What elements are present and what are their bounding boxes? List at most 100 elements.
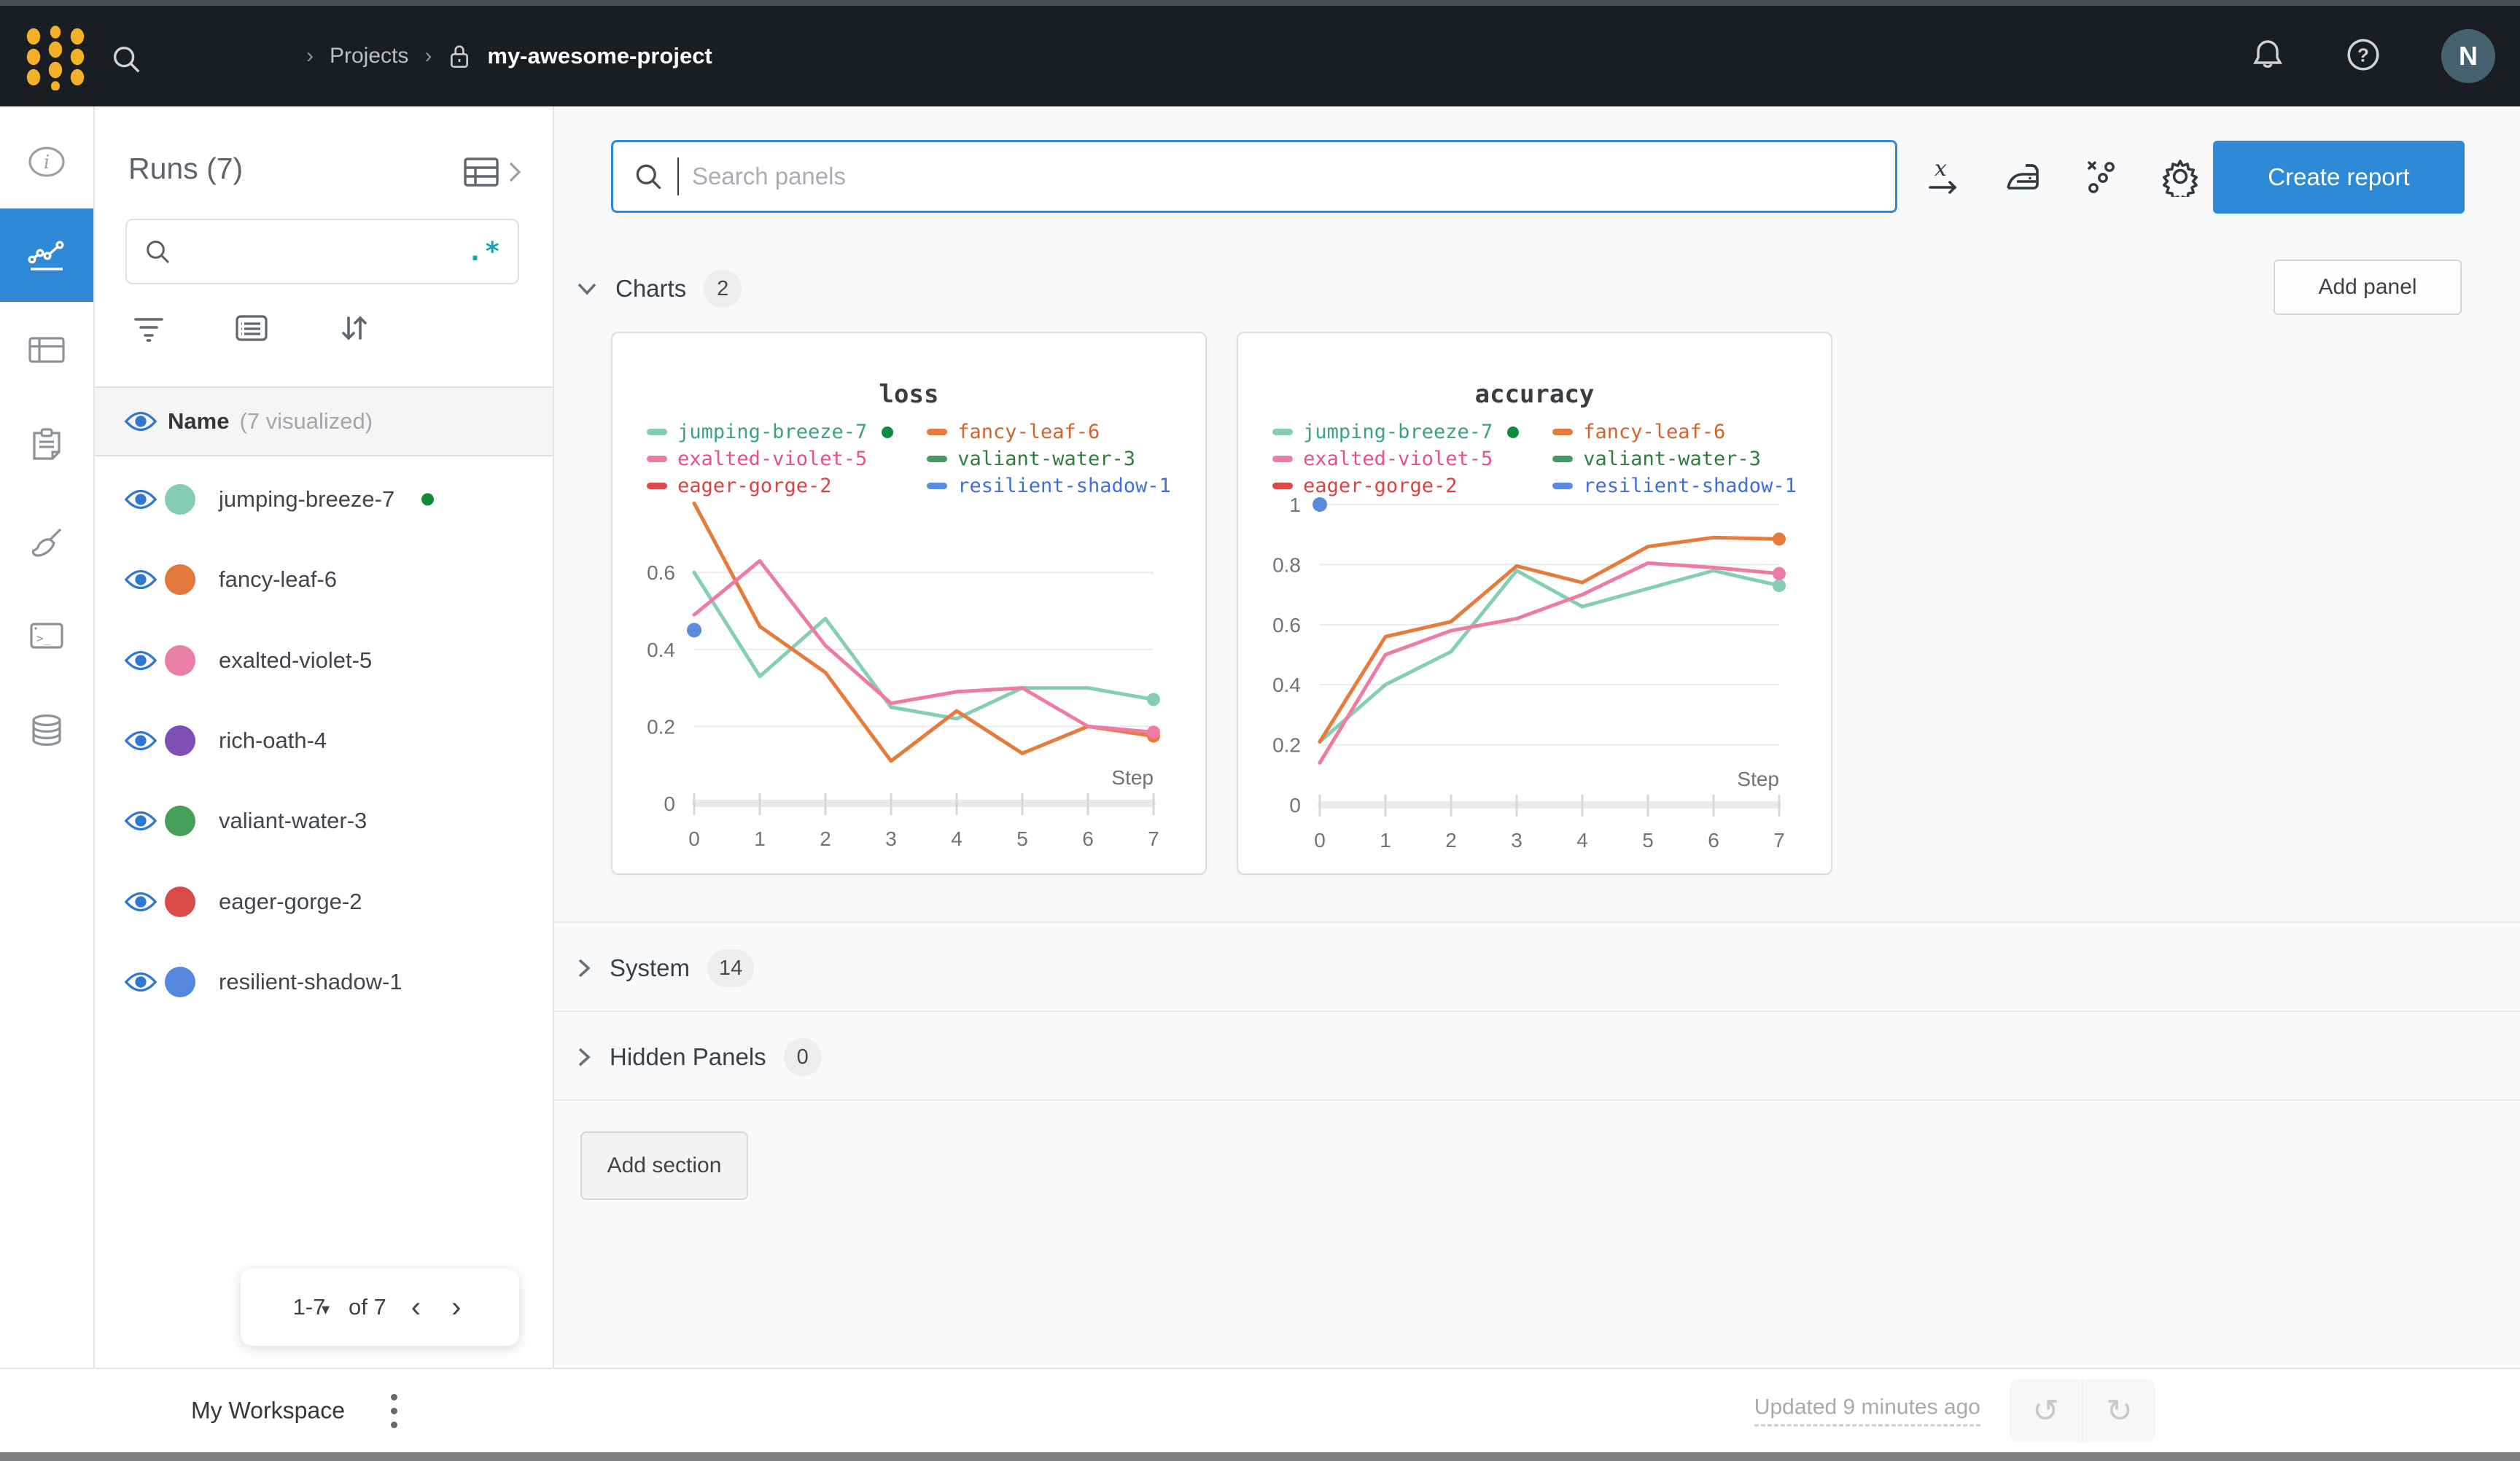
workspace-menu-kebab-icon[interactable] [379, 1390, 408, 1431]
visibility-eye-icon[interactable] [124, 809, 158, 833]
section-header-hidden-panels[interactable]: Hidden Panels 0 [576, 1038, 822, 1076]
undo-redo-group: ↺ ↻ [2010, 1379, 2155, 1442]
legend-swatch [647, 429, 668, 435]
svg-text:0: 0 [1314, 829, 1326, 852]
runs-header-visualized-label: (7 visualized) [239, 408, 373, 434]
add-section-button[interactable]: Add section [580, 1131, 748, 1200]
legend-item-exalted-violet-5[interactable]: exalted-violet-5 [1272, 448, 1519, 470]
run-row-jumping-breeze-7[interactable]: jumping-breeze-7 [95, 459, 553, 539]
rail-item-workspace-charts[interactable] [0, 209, 93, 302]
visibility-eye-icon[interactable] [124, 567, 158, 592]
expand-runs-table-button[interactable] [462, 155, 522, 190]
chart-title: loss [879, 380, 939, 409]
runs-toolbar [133, 312, 439, 348]
visibility-eye-icon[interactable] [124, 728, 158, 753]
group-list-icon[interactable] [235, 313, 268, 346]
legend-item-eager-gorge-2[interactable]: eager-gorge-2 [647, 475, 893, 497]
legend-item-eager-gorge-2[interactable]: eager-gorge-2 [1272, 475, 1519, 497]
visibility-eye-icon[interactable] [124, 648, 158, 673]
breadcrumb-project-name[interactable]: my-awesome-project [487, 43, 712, 69]
redo-icon[interactable]: ↻ [2106, 1392, 2133, 1429]
svg-text:Step: Step [1111, 766, 1154, 789]
avatar[interactable]: N [2441, 29, 2495, 83]
wandb-logo[interactable] [25, 23, 88, 90]
notifications-bell-icon[interactable] [2250, 37, 2285, 76]
svg-text:3: 3 [885, 827, 897, 850]
next-page-button[interactable]: › [451, 1291, 462, 1323]
legend-item-fancy-leaf-6[interactable]: fancy-leaf-6 [1552, 421, 1797, 443]
help-icon[interactable]: ? [2345, 36, 2381, 77]
filter-icon[interactable] [133, 313, 165, 346]
run-name[interactable]: fancy-leaf-6 [219, 566, 337, 593]
chevron-down-icon [578, 283, 596, 295]
section-header-charts[interactable]: Charts 2 [576, 270, 742, 308]
global-search-icon[interactable] [109, 42, 143, 79]
rail-item-logs[interactable]: >_ [0, 601, 93, 671]
run-color-dot [165, 806, 195, 837]
run-row-eager-gorge-2[interactable]: eager-gorge-2 [95, 862, 553, 942]
x-axis-settings-icon[interactable]: x [1924, 156, 1964, 197]
run-row-exalted-violet-5[interactable]: exalted-violet-5 [95, 620, 553, 701]
legend-label: resilient-shadow-1 [1583, 475, 1797, 497]
rail-item-notes[interactable] [0, 410, 93, 480]
svg-text:?: ? [2357, 44, 2369, 66]
rail-item-overview[interactable]: i [0, 127, 93, 197]
regex-toggle-icon[interactable]: .* [467, 236, 502, 267]
section-label: System [610, 954, 691, 981]
visibility-eye-icon[interactable] [124, 409, 158, 434]
runs-list-header[interactable]: Name (7 visualized) [95, 386, 553, 456]
undo-icon[interactable]: ↺ [2010, 1379, 2083, 1442]
brush-icon [31, 528, 62, 557]
legend-item-fancy-leaf-6[interactable]: fancy-leaf-6 [927, 421, 1171, 443]
run-name[interactable]: valiant-water-3 [219, 808, 368, 834]
rail-item-sweeps[interactable] [0, 507, 93, 577]
add-panel-button[interactable]: Add panel [2274, 260, 2462, 315]
page-range-dropdown[interactable]: 1-7 ▾ [292, 1294, 330, 1320]
run-name[interactable]: eager-gorge-2 [219, 888, 362, 914]
loss-plot[interactable]: 0 0.2 0.4 0.6 Step 0 1 2 3 4 5 6 7 [612, 333, 1207, 875]
panel-search-input[interactable] [692, 163, 1876, 190]
legend-swatch [927, 429, 948, 435]
visibility-eye-icon[interactable] [124, 889, 158, 914]
chart-legend: jumping-breeze-7 fancy-leaf-6 exalted-viol… [1238, 421, 1831, 497]
legend-item-exalted-violet-5[interactable]: exalted-violet-5 [647, 448, 893, 470]
panel-loss-chart[interactable]: 0 0.2 0.4 0.6 Step 0 1 2 3 4 5 6 7 loss jumping-bree… [611, 332, 1207, 875]
legend-item-valiant-water-3[interactable]: valiant-water-3 [927, 448, 1171, 470]
run-name[interactable]: exalted-violet-5 [219, 647, 373, 673]
legend-item-jumping-breeze-7[interactable]: jumping-breeze-7 [1272, 421, 1520, 443]
run-name[interactable]: jumping-breeze-7 [219, 486, 395, 512]
prev-page-button[interactable]: ‹ [411, 1291, 421, 1323]
section-header-system[interactable]: System 14 [576, 949, 755, 987]
accuracy-plot[interactable]: 0 0.2 0.4 0.6 0.8 1 Step 0 1 2 3 4 5 6 7 [1238, 333, 1832, 875]
runs-search-input[interactable] [172, 239, 467, 264]
breadcrumb-projects-link[interactable]: Projects [330, 44, 409, 68]
run-name[interactable]: resilient-shadow-1 [219, 968, 402, 994]
workspace-name[interactable]: My Workspace [191, 1397, 346, 1424]
rail-item-tables[interactable] [0, 315, 93, 385]
legend-label: exalted-violet-5 [1303, 448, 1493, 470]
settings-gear-icon[interactable] [2160, 156, 2201, 197]
sort-icon[interactable] [338, 312, 370, 348]
visibility-eye-icon[interactable] [124, 487, 158, 512]
visibility-eye-icon[interactable] [124, 970, 158, 994]
legend-item-jumping-breeze-7[interactable]: jumping-breeze-7 [647, 421, 894, 443]
run-row-resilient-shadow-1[interactable]: resilient-shadow-1 [95, 942, 553, 1022]
run-color-dot [165, 725, 195, 756]
run-row-valiant-water-3[interactable]: valiant-water-3 [95, 781, 553, 861]
run-name[interactable]: rich-oath-4 [219, 727, 327, 753]
legend-item-resilient-shadow-1[interactable]: resilient-shadow-1 [1552, 475, 1797, 497]
legend-label: eager-gorge-2 [1303, 475, 1458, 497]
svg-text:1: 1 [754, 827, 766, 850]
updated-timestamp[interactable]: Updated 9 minutes ago [1754, 1395, 1980, 1427]
outliers-icon[interactable] [2081, 156, 2122, 197]
section-divider [554, 1010, 2520, 1012]
run-row-rich-oath-4[interactable]: rich-oath-4 [95, 701, 553, 781]
rail-item-artifacts[interactable] [0, 696, 93, 765]
section-label: Charts [615, 275, 687, 302]
smoothing-iron-icon[interactable] [2002, 156, 2043, 197]
legend-item-resilient-shadow-1[interactable]: resilient-shadow-1 [927, 475, 1171, 497]
create-report-button[interactable]: Create report [2213, 141, 2465, 214]
legend-item-valiant-water-3[interactable]: valiant-water-3 [1552, 448, 1797, 470]
run-row-fancy-leaf-6[interactable]: fancy-leaf-6 [95, 539, 553, 620]
panel-accuracy-chart[interactable]: 0 0.2 0.4 0.6 0.8 1 Step 0 1 2 3 4 5 6 7 accuracy jump… [1237, 332, 1832, 875]
